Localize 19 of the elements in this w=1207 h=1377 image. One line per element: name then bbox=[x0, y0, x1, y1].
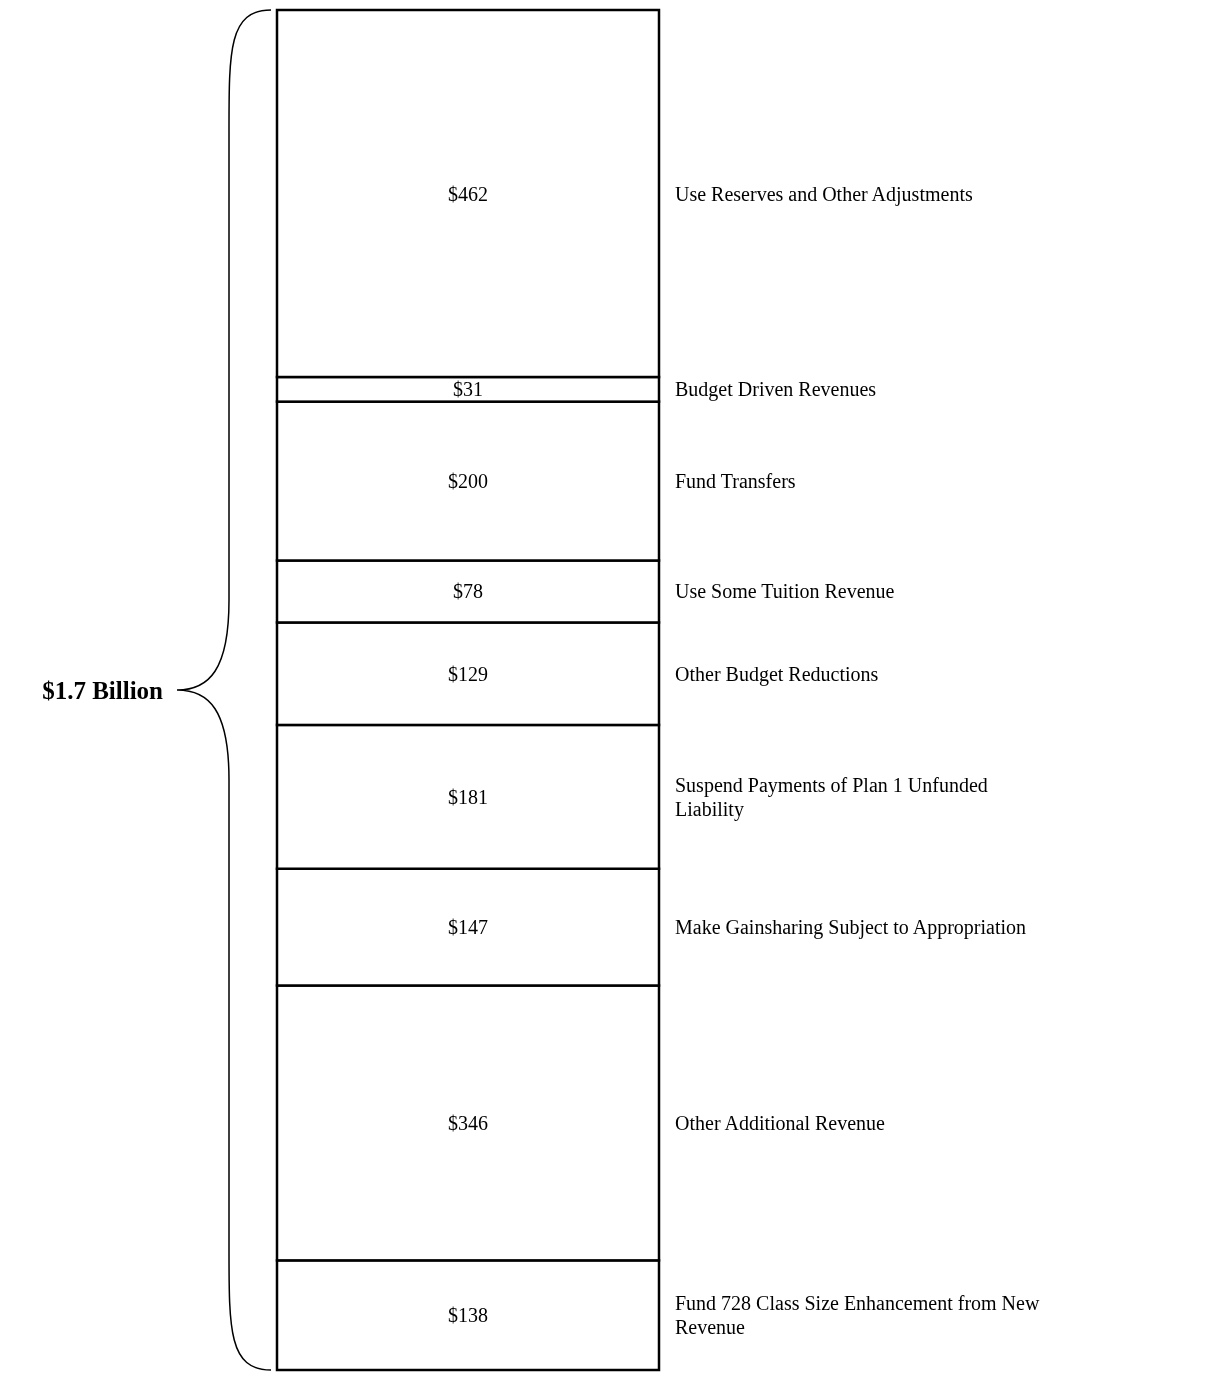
series-label: Make Gainsharing Subject to Appropriation bbox=[675, 916, 1027, 940]
data-label: $78 bbox=[453, 580, 483, 603]
data-label: $147 bbox=[448, 916, 488, 939]
series-label: Fund 728 Class Size Enhancement from New Revenue bbox=[675, 1292, 1040, 1339]
data-label: $138 bbox=[448, 1304, 488, 1327]
text: $1.7 Billion bbox=[42, 676, 164, 704]
series-label: Suspend Payments of Plan 1 Unfunded Liability bbox=[675, 773, 988, 821]
data-label: $129 bbox=[448, 662, 488, 685]
series-label: Other Budget Reductions bbox=[675, 662, 879, 686]
series-label: Other Additional Revenue bbox=[675, 1111, 886, 1134]
series-label: Use Some Tuition Revenue bbox=[675, 580, 895, 603]
series-label: Use Reserves and Other Adjustments bbox=[675, 182, 973, 206]
data-label: $181 bbox=[448, 785, 488, 808]
data-label: $200 bbox=[448, 470, 488, 493]
data-label: $462 bbox=[448, 182, 488, 205]
series-label: Budget Driven Revenues bbox=[675, 378, 877, 402]
series-label: Fund Transfers bbox=[675, 470, 796, 493]
data-label: $31 bbox=[453, 378, 483, 401]
data-label: $346 bbox=[448, 1111, 488, 1134]
